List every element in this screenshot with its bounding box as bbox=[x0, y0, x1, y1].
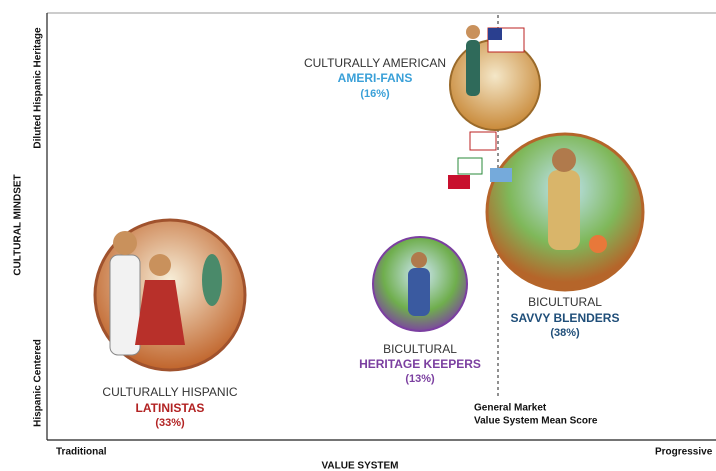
figure bbox=[113, 231, 137, 255]
figure bbox=[589, 235, 607, 253]
y-axis-title: CULTURAL MINDSET bbox=[13, 174, 24, 275]
figure bbox=[466, 25, 480, 39]
figure bbox=[408, 268, 430, 316]
x-right-label: Progressive bbox=[655, 447, 713, 458]
figure bbox=[548, 170, 580, 250]
diagram: CULTURAL MINDSET Diluted Hispanic Herita… bbox=[0, 0, 716, 471]
flag bbox=[490, 168, 512, 182]
figure bbox=[466, 40, 480, 96]
segment-illustration bbox=[450, 40, 540, 130]
segment-group: CULTURALLY AMERICAN bbox=[304, 56, 446, 70]
segment-share: (16%) bbox=[360, 88, 390, 100]
segment-group: CULTURALLY HISPANIC bbox=[102, 385, 237, 399]
y-bottom-label: Hispanic Centered bbox=[33, 339, 44, 427]
x-left-label: Traditional bbox=[56, 447, 107, 458]
segment-share: (33%) bbox=[155, 417, 185, 429]
flag bbox=[458, 158, 482, 174]
mean-label: Value System Mean Score bbox=[474, 416, 598, 427]
figure bbox=[110, 255, 140, 355]
figure bbox=[552, 148, 576, 172]
segment-name: SAVVY BLENDERS bbox=[511, 311, 620, 325]
mean-label: General Market bbox=[474, 403, 547, 414]
flag bbox=[448, 175, 470, 189]
y-top-label: Diluted Hispanic Heritage bbox=[33, 27, 44, 149]
x-axis-title: VALUE SYSTEM bbox=[321, 461, 398, 471]
segment-name: LATINISTAS bbox=[136, 401, 205, 415]
figure bbox=[149, 254, 171, 276]
segment-share: (13%) bbox=[405, 373, 435, 385]
figure bbox=[411, 252, 427, 268]
segment-group: BICULTURAL bbox=[383, 342, 457, 356]
flag bbox=[470, 132, 496, 150]
segment-group: BICULTURAL bbox=[528, 295, 602, 309]
segment-name: AMERI-FANS bbox=[338, 71, 413, 85]
flag bbox=[488, 28, 502, 40]
figure bbox=[202, 254, 222, 306]
segment-name: HERITAGE KEEPERS bbox=[359, 357, 481, 371]
segment-share: (38%) bbox=[550, 327, 580, 339]
